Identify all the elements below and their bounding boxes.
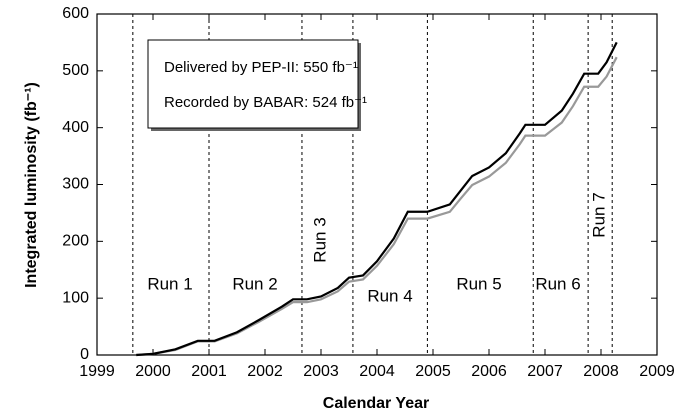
run-label: Run 2 — [232, 274, 277, 293]
x-tick-label: 2008 — [583, 363, 619, 380]
y-tick-label: 300 — [62, 176, 89, 193]
y-tick-label: 500 — [62, 62, 89, 79]
y-tick-label: 200 — [62, 233, 89, 250]
legend-box — [147, 39, 359, 129]
legend-label: Recorded by BABAR: 524 fb⁻¹ — [164, 94, 367, 111]
x-tick-label: 2004 — [359, 363, 395, 380]
run-label: Run 3 — [310, 217, 329, 262]
run-label: Run 1 — [147, 274, 192, 293]
y-tick-label: 100 — [62, 289, 89, 306]
run-label: Run 6 — [535, 274, 580, 293]
x-tick-label: 2009 — [639, 363, 675, 380]
x-tick-label: 2007 — [527, 363, 563, 380]
run-label: Run 4 — [367, 286, 412, 305]
x-tick-label: 2003 — [303, 363, 339, 380]
series-line — [136, 41, 618, 357]
run-label: Run 5 — [456, 274, 501, 293]
y-tick-label: 400 — [62, 119, 89, 136]
x-tick-label: 1999 — [79, 363, 115, 380]
run-label: Run 7 — [589, 192, 608, 237]
x-tick-label: 2005 — [415, 363, 451, 380]
legend-label: Delivered by PEP-II: 550 fb⁻¹ — [164, 59, 358, 76]
y-tick-label: 600 — [62, 5, 89, 22]
y-tick-label: 0 — [80, 346, 89, 363]
x-axis-title: Calendar Year — [323, 395, 429, 412]
x-tick-label: 2000 — [135, 363, 171, 380]
x-tick-label: 2002 — [247, 363, 283, 380]
x-tick-label: 2006 — [471, 363, 507, 380]
x-tick-label: 2001 — [191, 363, 227, 380]
y-axis-title: Integrated luminosity (fb⁻¹) — [23, 82, 40, 288]
